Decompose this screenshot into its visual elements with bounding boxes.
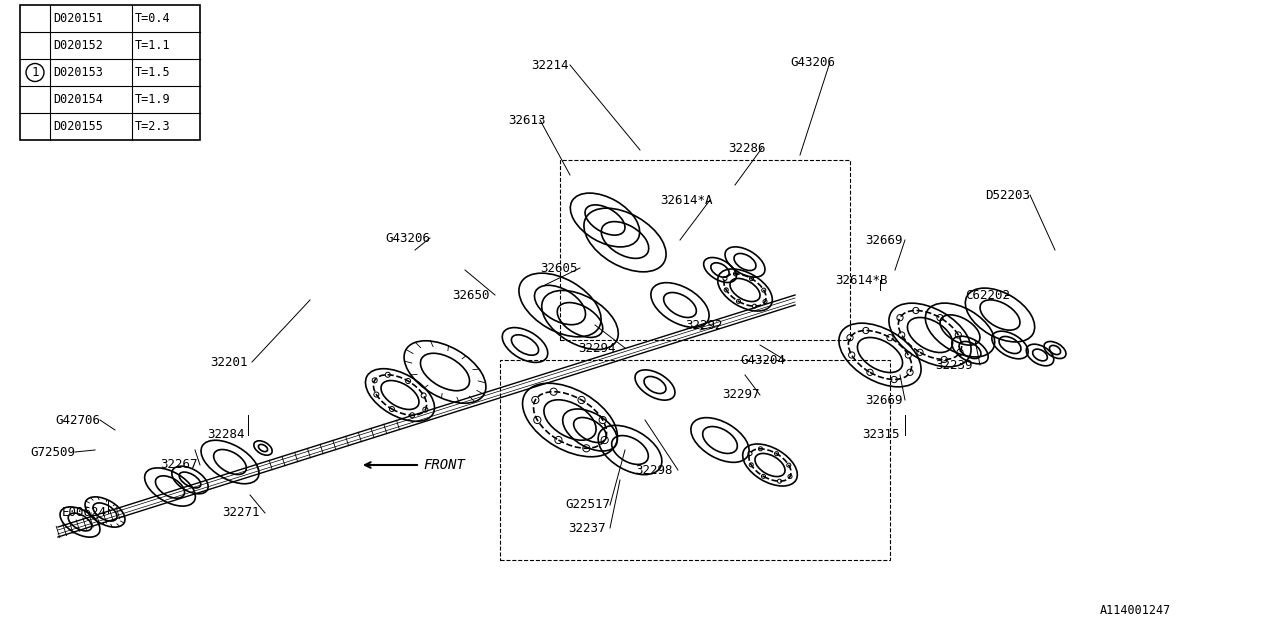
- Text: 32292: 32292: [685, 319, 722, 332]
- Text: D020151: D020151: [52, 12, 102, 25]
- Text: T=1.9: T=1.9: [134, 93, 170, 106]
- Text: 32201: 32201: [210, 355, 247, 369]
- Text: G22517: G22517: [564, 499, 611, 511]
- Text: 32286: 32286: [728, 141, 765, 154]
- Text: D020155: D020155: [52, 120, 102, 133]
- Text: C62202: C62202: [965, 289, 1010, 301]
- Bar: [20, 5, 200, 140]
- Text: D52203: D52203: [986, 189, 1030, 202]
- Text: 32297: 32297: [722, 388, 759, 401]
- Text: 32669: 32669: [865, 234, 902, 246]
- Text: 32239: 32239: [934, 358, 973, 371]
- Text: 32669: 32669: [865, 394, 902, 406]
- Text: 32267: 32267: [160, 458, 197, 472]
- Text: G42706: G42706: [55, 413, 100, 426]
- Text: T=1.5: T=1.5: [134, 66, 170, 79]
- Text: D020153: D020153: [52, 66, 102, 79]
- Text: G43204: G43204: [740, 353, 785, 367]
- Bar: [561, 160, 850, 340]
- Text: 32298: 32298: [635, 463, 672, 477]
- Text: 1: 1: [31, 66, 38, 79]
- Text: 32294: 32294: [579, 342, 616, 355]
- Text: 32605: 32605: [540, 262, 577, 275]
- Bar: [500, 360, 890, 560]
- Text: E00624: E00624: [61, 506, 108, 520]
- Text: 32650: 32650: [452, 289, 489, 301]
- Text: T=2.3: T=2.3: [134, 120, 170, 133]
- Text: 32271: 32271: [221, 506, 260, 520]
- Text: 32284: 32284: [207, 429, 244, 442]
- Text: G43206: G43206: [790, 56, 835, 68]
- Text: 32237: 32237: [568, 522, 605, 534]
- Text: 32315: 32315: [861, 429, 900, 442]
- Text: 32613: 32613: [508, 113, 545, 127]
- Text: D020152: D020152: [52, 39, 102, 52]
- Text: G43206: G43206: [385, 232, 430, 244]
- Text: T=1.1: T=1.1: [134, 39, 170, 52]
- Text: 32214: 32214: [531, 58, 568, 72]
- Text: A114001247: A114001247: [1100, 604, 1171, 616]
- Text: 32614*A: 32614*A: [660, 193, 713, 207]
- Text: FRONT: FRONT: [422, 458, 465, 472]
- Text: G72509: G72509: [29, 445, 76, 458]
- Text: D020154: D020154: [52, 93, 102, 106]
- Text: 32614*B: 32614*B: [835, 273, 887, 287]
- Text: T=0.4: T=0.4: [134, 12, 170, 25]
